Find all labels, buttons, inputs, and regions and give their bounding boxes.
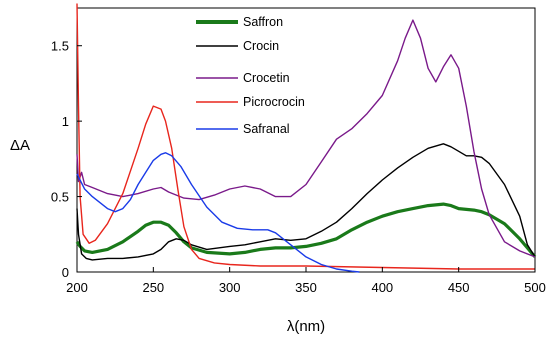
y-axis-label: ΔA [10,137,30,154]
legend-label-saffron: Saffron [243,15,283,29]
x-axis-label: λ(nm) [287,318,325,335]
series-line-crocin [76,143,536,261]
y-tick-label: 1.5 [51,39,69,54]
x-tick-label: 500 [524,280,546,295]
plot-area [76,7,536,273]
series-line-safranal [76,152,360,273]
x-tick-label: 350 [295,280,317,295]
legend-label-crocetin: Crocetin [243,71,290,85]
x-tick-label: 300 [219,280,241,295]
y-tick-label: 0.5 [51,190,69,205]
series-layer [75,3,537,273]
tick-layer: 200 250 300 350 400 450 500 0 0.5 1 1.5 [51,39,546,295]
y-tick-label: 1 [62,114,69,129]
x-tick-label: 400 [371,280,393,295]
x-tick-label: 200 [66,280,88,295]
legend-label-crocin: Crocin [243,39,279,53]
legend-label-safranal: Safranal [243,122,290,136]
series-line-picrocrocin [76,3,535,270]
x-tick-label: 450 [448,280,470,295]
series-line-saffron [75,202,537,258]
y-tick-label: 0 [62,265,69,280]
x-tick-label: 250 [142,280,164,295]
legend: Saffron Crocin Crocetin Picrocrocin Safr… [196,15,305,136]
legend-label-picrocrocin: Picrocrocin [243,95,305,109]
